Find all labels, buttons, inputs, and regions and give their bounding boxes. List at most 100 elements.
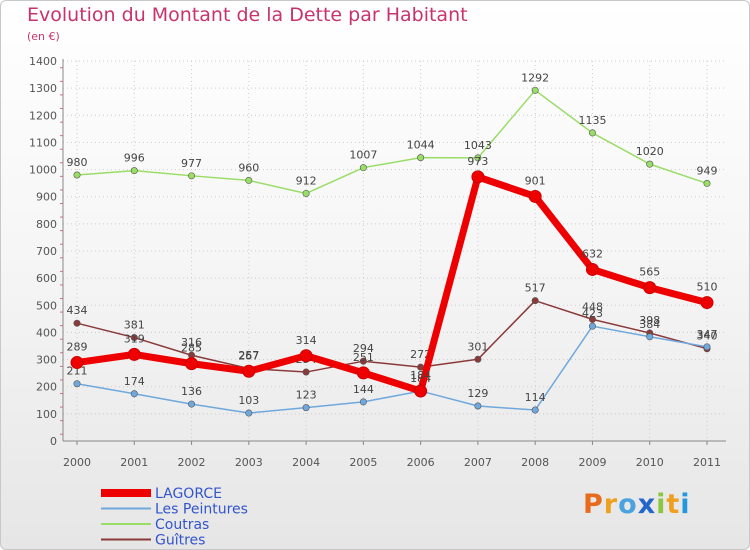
y-tick-label: 300 — [36, 354, 57, 367]
data-label: 316 — [181, 336, 202, 349]
data-point — [73, 171, 81, 179]
data-point — [474, 402, 482, 410]
data-label: 184 — [410, 369, 431, 382]
x-tick-label: 2005 — [349, 456, 377, 469]
y-tick-label: 400 — [36, 326, 57, 339]
data-label: 398 — [639, 314, 660, 327]
data-point — [588, 315, 596, 323]
data-label: 144 — [353, 383, 374, 396]
data-label: 267 — [238, 350, 259, 363]
data-label: 294 — [353, 342, 374, 355]
data-label: 912 — [296, 174, 317, 187]
data-point — [127, 347, 141, 361]
legend-label: Les Peintures — [155, 502, 248, 518]
data-label: 565 — [639, 266, 660, 279]
data-point — [643, 281, 657, 295]
data-label: 251 — [353, 351, 374, 364]
data-point — [302, 189, 310, 197]
data-label: 632 — [582, 247, 603, 260]
legend-label: LAGORCE — [155, 486, 222, 502]
data-label: 1020 — [636, 145, 664, 158]
data-point — [646, 160, 654, 168]
data-label: 347 — [697, 328, 718, 341]
data-point — [299, 349, 313, 363]
data-point — [188, 400, 196, 408]
data-point — [585, 262, 599, 276]
data-point — [130, 334, 138, 342]
data-label: 314 — [296, 334, 317, 347]
data-label: 1044 — [407, 139, 435, 152]
data-point — [188, 172, 196, 180]
data-point — [646, 333, 654, 341]
data-label: 301 — [467, 340, 488, 353]
y-tick-label: 1000 — [29, 164, 57, 177]
data-label: 1135 — [578, 114, 606, 127]
data-point — [528, 189, 542, 203]
chart-title: Evolution du Montant de la Dette par Hab… — [27, 4, 468, 26]
y-tick-label: 1400 — [29, 55, 57, 68]
x-tick-label: 2011 — [693, 456, 721, 469]
data-label: 257 — [238, 349, 259, 362]
series-line-coutras — [76, 89, 708, 195]
data-point — [531, 297, 539, 305]
legend-label: Coutras — [155, 517, 209, 533]
data-label: 1007 — [349, 149, 377, 162]
data-point — [474, 355, 482, 363]
data-point — [531, 406, 539, 414]
y-tick-label: 0 — [50, 435, 57, 448]
data-point — [414, 384, 428, 398]
data-label: 285 — [181, 342, 202, 355]
y-tick-label: 1300 — [29, 82, 57, 95]
y-tick-label: 500 — [36, 299, 57, 312]
x-tick-label: 2002 — [178, 456, 206, 469]
data-label: 996 — [124, 152, 145, 165]
x-tick-label: 2010 — [636, 456, 664, 469]
x-tick-label: 2007 — [464, 456, 492, 469]
data-label: 973 — [467, 155, 488, 168]
data-point — [359, 357, 367, 365]
data-label: 510 — [697, 281, 718, 294]
y-tick-label: 600 — [36, 272, 57, 285]
data-label: 174 — [124, 375, 145, 388]
data-label: 517 — [525, 282, 546, 295]
data-point — [70, 356, 84, 370]
data-label: 423 — [582, 307, 603, 320]
data-label: 960 — [238, 161, 259, 174]
data-point — [703, 179, 711, 187]
data-label: 114 — [525, 391, 546, 404]
y-tick-label: 1100 — [29, 136, 57, 149]
data-label: 1292 — [521, 71, 549, 84]
y-tick-label: 100 — [36, 408, 57, 421]
data-label: 901 — [525, 174, 546, 187]
data-point — [242, 364, 256, 378]
y-tick-label: 900 — [36, 191, 57, 204]
series-line-les-peintures — [76, 325, 708, 414]
data-label: 129 — [467, 387, 488, 400]
data-point — [356, 366, 370, 380]
x-tick-label: 2009 — [578, 456, 606, 469]
chart-subtitle: (en €) — [27, 30, 60, 43]
y-tick-label: 700 — [36, 245, 57, 258]
x-tick-label: 2004 — [292, 456, 320, 469]
data-point — [700, 296, 714, 310]
data-point — [302, 404, 310, 412]
data-label: 136 — [181, 385, 202, 398]
data-point — [417, 154, 425, 162]
y-tick-label: 200 — [36, 381, 57, 394]
y-tick-label: 1200 — [29, 109, 57, 122]
data-point — [703, 343, 711, 351]
x-tick-label: 2003 — [235, 456, 263, 469]
x-tick-label: 2008 — [521, 456, 549, 469]
legend-label: Guîtres — [155, 533, 205, 549]
x-tick-label: 2000 — [63, 456, 91, 469]
data-point — [73, 380, 81, 388]
x-tick-label: 2001 — [120, 456, 148, 469]
data-point — [471, 170, 485, 184]
data-label: 977 — [181, 157, 202, 170]
data-label: 103 — [238, 394, 259, 407]
data-point — [359, 398, 367, 406]
data-point — [588, 322, 596, 330]
data-point — [302, 368, 310, 376]
y-tick-label: 800 — [36, 218, 57, 231]
